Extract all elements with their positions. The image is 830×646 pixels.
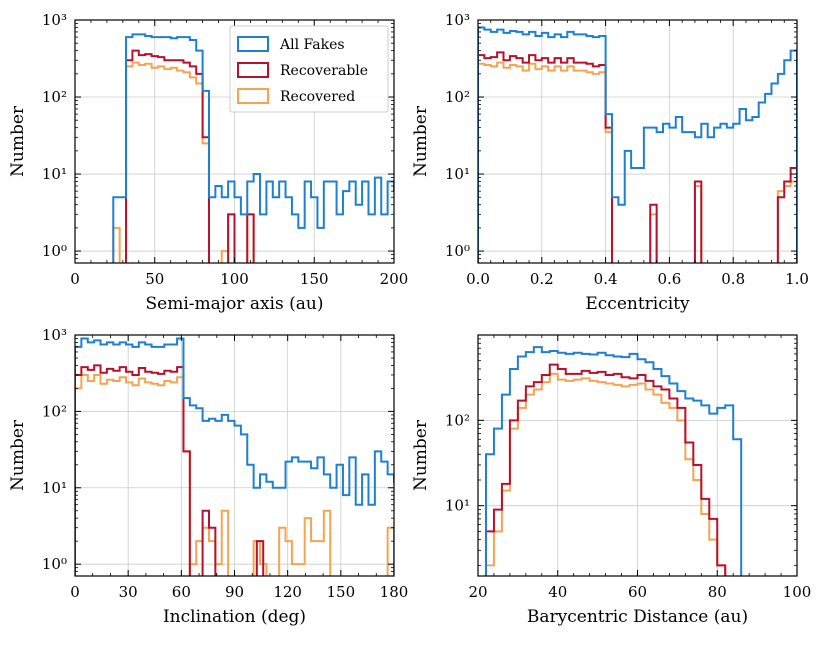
y-tick-label: 10¹ [445,497,470,515]
y-axis-label: Number [8,105,28,177]
y-tick-label: 10³ [42,11,67,29]
series-all-fakes [478,26,797,263]
x-tick-label: 0 [70,270,80,288]
y-tick-label: 10³ [42,326,67,344]
x-tick-label: 100 [783,583,812,601]
panel-inclination: 0 30 60 90 120 150 180 10⁰ 10¹ 10² 10³ Inclination … [8,326,409,627]
series-group [112,33,394,263]
x-tick-label: 0.8 [721,270,745,288]
y-tick-label: 10¹ [42,165,67,183]
x-tick-label: 180 [380,583,409,601]
series-recovered-sparse [188,509,394,576]
x-tick-label: 0.0 [466,270,490,288]
legend-swatch [237,88,269,104]
x-axis-label: Semi-major axis (au) [146,294,324,314]
x-tick-label: 200 [380,270,409,288]
x-tick-label: 50 [145,270,164,288]
legend-entry: Recoverable [280,63,368,79]
y-axis-label: Number [8,419,28,491]
x-tick-label: 150 [327,583,356,601]
panel-distance: 20 40 60 80 100 10¹ 10² Barycentric Distance (a… [411,334,812,627]
y-tick-label: 10² [42,402,67,420]
series-recoverable [125,49,255,263]
y-tick-label: 10¹ [42,479,67,497]
series-all-fakes [484,346,743,576]
series-all-fakes [112,33,394,263]
series-recovered [75,373,191,576]
legend-swatch [237,36,269,52]
y-tick-label: 10³ [445,11,470,29]
x-tick-label: 0.2 [530,270,554,288]
y-axis-label: Number [411,105,431,177]
y-tick-label: 10² [42,88,67,106]
x-tick-label: 150 [300,270,329,288]
panel-semimajor: 0 50 100 150 200 10⁰ 10¹ 10² 10³ Semi-major axis … [8,11,409,314]
series-recoverable [75,364,191,576]
series-recoverable-sparse [201,509,265,576]
series-group [75,337,394,576]
x-tick-label: 100 [220,270,249,288]
legend-entry: Recovered [280,89,355,105]
x-tick-label: 0 [70,583,80,601]
x-tick-label: 20 [468,583,487,601]
x-axis-label: Inclination (deg) [163,607,306,627]
legend-box [229,25,389,113]
legend-swatch [237,62,269,78]
x-tick-label: 1.0 [785,270,809,288]
series-group [484,346,743,576]
x-tick-label: 0.4 [594,270,618,288]
y-tick-label: 10² [445,411,470,429]
x-axis-label: Eccentricity [585,294,690,314]
legend-entry: All Fakes [279,37,345,53]
x-tick-label: 120 [273,583,302,601]
x-tick-label: 40 [548,583,567,601]
x-axis-label: Barycentric Distance (au) [527,607,748,627]
y-tick-label: 10² [445,88,470,106]
x-tick-label: 80 [708,583,727,601]
x-tick-label: 90 [225,583,244,601]
y-tick-label: 10⁰ [42,555,67,573]
y-tick-label: 10⁰ [42,242,67,260]
x-tick-label: 60 [172,583,191,601]
series-group [478,26,797,263]
panel-eccentricity: 0.0 0.2 0.4 0.6 0.8 1.0 10⁰ 10¹ 10² 10³ Eccentrici… [411,11,809,314]
x-tick-label: 60 [628,583,647,601]
x-tick-label: 30 [119,583,138,601]
series-recoverable [484,363,727,576]
y-axis-label: Number [411,419,431,491]
y-tick-label: 10¹ [445,165,470,183]
series-all-fakes [75,337,394,576]
series-recoverable [478,51,797,263]
axes-frame [477,19,798,264]
legend: All Fakes Recoverable Recovered [229,25,389,113]
x-tick-label: 0.6 [657,270,681,288]
y-tick-label: 10⁰ [445,242,470,260]
